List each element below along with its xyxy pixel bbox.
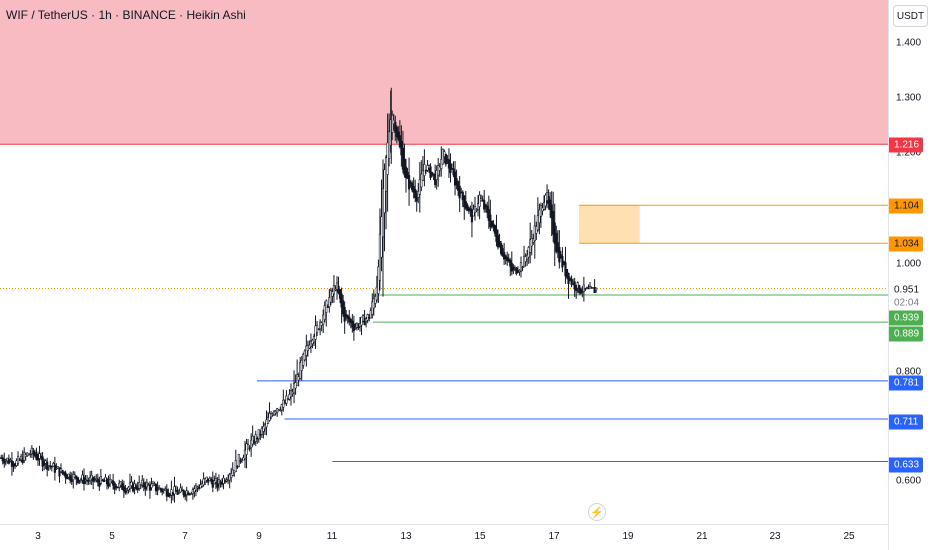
bar-countdown: 02:04: [894, 297, 920, 309]
chart-plot-area[interactable]: [0, 0, 888, 524]
level-tag-1216: 1.216: [889, 137, 923, 153]
supply-zone: [0, 0, 888, 145]
candle-body: [116, 486, 119, 489]
level-tag-1104: 1.104: [889, 198, 923, 214]
price-tick: 1.000: [896, 258, 922, 270]
candle-body: [190, 493, 193, 495]
price-tick: 1.300: [896, 92, 922, 104]
time-tick: 7: [182, 531, 188, 542]
time-tick: 15: [474, 531, 486, 542]
current-price-label: 0.951: [894, 284, 920, 296]
candle-body: [326, 306, 329, 308]
candle-body: [317, 328, 320, 331]
time-tick: 9: [256, 531, 262, 542]
time-tick: 19: [622, 531, 634, 542]
candle-body: [18, 459, 21, 461]
time-tick: 21: [696, 531, 708, 542]
candle-body: [239, 460, 242, 462]
time-tick: 5: [109, 531, 115, 542]
candle-body: [521, 266, 524, 269]
level-tag-0781: 0.781: [889, 375, 923, 391]
price-tick: 1.400: [896, 37, 922, 49]
price-tick: 1.200: [896, 147, 922, 159]
level-tag-0711: 0.711: [889, 414, 923, 430]
time-tick: 13: [400, 531, 412, 542]
time-tick: 11: [326, 531, 338, 542]
time-tick: 23: [769, 531, 781, 542]
price-tick: 0.600: [896, 475, 922, 487]
target-box: [578, 205, 640, 244]
time-axis-divider: [0, 524, 888, 525]
level-tag-0939: 0.939: [889, 310, 923, 326]
candle-body: [475, 209, 478, 211]
level-tag-1034: 1.034: [889, 236, 923, 252]
tradingview-lightning-icon[interactable]: ⚡: [588, 503, 606, 521]
time-tick: 3: [35, 531, 41, 542]
price-tick: 0.800: [896, 366, 922, 378]
chart-title: WIF / TetherUS · 1h · BINANCE · Heikin A…: [6, 8, 246, 22]
candle-body: [595, 287, 598, 291]
time-tick: 25: [843, 531, 855, 542]
price-axis-divider: [888, 0, 889, 550]
level-tag-0889: 0.889: [889, 326, 923, 342]
candle-body: [279, 409, 282, 412]
chart-canvas[interactable]: [0, 0, 888, 524]
candle-body: [354, 327, 357, 329]
currency-unit-button[interactable]: USDT: [893, 5, 928, 27]
time-tick: 17: [548, 531, 560, 542]
level-tag-0633: 0.633: [889, 457, 923, 473]
